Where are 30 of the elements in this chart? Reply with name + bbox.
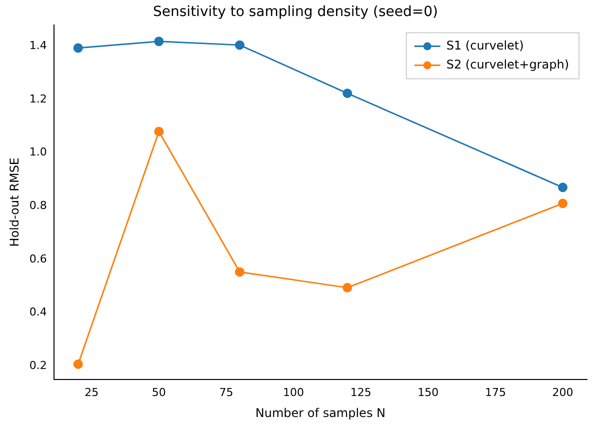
- point: [154, 36, 164, 46]
- x-tick-label: 25: [84, 386, 99, 399]
- point: [558, 198, 568, 208]
- legend-label: S2 (curvelet+graph): [446, 57, 569, 72]
- y-tick-label: 1.0: [29, 146, 47, 159]
- x-tick-label: 100: [283, 386, 304, 399]
- point: [73, 43, 83, 53]
- x-tick-label: 125: [350, 386, 372, 399]
- point: [234, 40, 244, 50]
- x-axis-title: Number of samples N: [255, 406, 386, 420]
- legend-label: S1 (curvelet): [446, 38, 524, 52]
- y-tick-label: 1.2: [29, 92, 47, 106]
- x-tick-label: 150: [418, 386, 439, 399]
- y-tick-label: 0.4: [29, 306, 47, 319]
- point: [73, 359, 83, 369]
- x-tick-label: 75: [219, 386, 234, 399]
- x-tick-label: 50: [152, 386, 166, 399]
- point: [342, 282, 352, 292]
- y-tick-label: 0.6: [29, 252, 47, 266]
- chart-title: Sensitivity to sampling density (seed=0): [153, 4, 438, 20]
- y-tick-label: 1.4: [29, 38, 47, 52]
- x-tick-label: 175: [484, 386, 506, 399]
- y-tick-label: 0.8: [29, 198, 47, 212]
- point: [342, 88, 352, 98]
- y-tick-label: 0.2: [29, 358, 47, 372]
- point: [558, 182, 568, 192]
- y-axis-title: Hold-out RMSE: [7, 157, 22, 247]
- point: [154, 126, 164, 136]
- x-tick-label: 200: [552, 386, 574, 399]
- point: [234, 267, 244, 277]
